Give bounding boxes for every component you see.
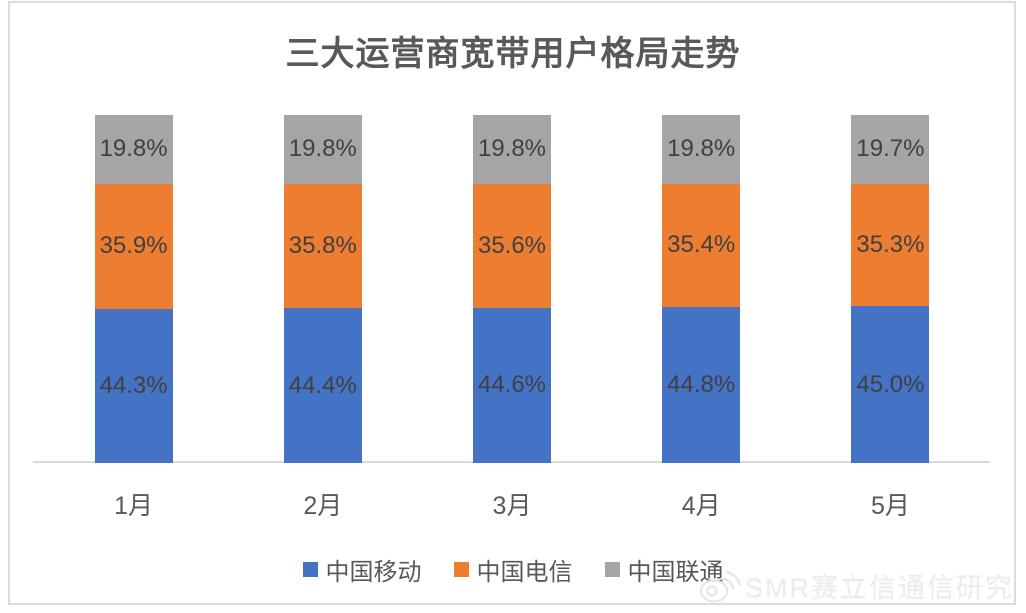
bar-segment-label: 35.4%	[667, 231, 736, 259]
legend-item-china-unicom: 中国联通	[604, 552, 724, 587]
bar-segment-china-unicom: 19.8%	[283, 115, 362, 184]
bar-segment-china-telecom: 35.9%	[94, 183, 173, 309]
bar-column-month-3: 19.8% 35.6% 44.6%	[417, 115, 606, 463]
bar-segment-label: 19.8%	[288, 135, 357, 163]
bar-segment-label: 19.7%	[856, 135, 925, 163]
bar-stack: 19.8% 35.9% 44.3%	[94, 115, 173, 463]
bar-segment-label: 35.6%	[477, 231, 547, 259]
bar-segment-label: 44.6%	[477, 371, 547, 399]
bar-segment-china-telecom: 35.6%	[473, 183, 551, 308]
bar-segment-china-mobile: 45.0%	[851, 306, 930, 463]
bar-segment-label: 19.8%	[99, 135, 168, 163]
legend-item-china-telecom: 中国电信	[453, 552, 573, 587]
legend: 中国移动 中国电信 中国联通	[0, 552, 1026, 587]
bar-column-month-4: 19.8% 35.4% 44.8%	[607, 115, 796, 463]
legend-swatch-china-telecom	[453, 562, 469, 577]
bar-segment-label: 35.9%	[99, 232, 168, 260]
bar-segment-label: 35.3%	[856, 230, 925, 258]
x-axis-label: 4月	[681, 492, 721, 520]
bar-segment-china-mobile: 44.8%	[662, 307, 741, 463]
bar-segment-china-telecom: 35.3%	[851, 183, 930, 307]
bar-segment-china-mobile: 44.4%	[283, 308, 362, 463]
bar-segment-label: 44.3%	[99, 371, 168, 399]
legend-swatch-china-unicom	[604, 562, 620, 577]
bar-segment-china-telecom: 35.8%	[283, 183, 362, 309]
x-axis-label: 5月	[870, 492, 910, 520]
bar-segment-china-unicom: 19.8%	[473, 115, 551, 184]
bar-column-month-2: 19.8% 35.8% 44.4%	[228, 115, 417, 463]
bar-segment-china-telecom: 35.4%	[662, 183, 741, 308]
bar-segment-china-unicom: 19.8%	[94, 115, 173, 184]
bar-stack: 19.8% 35.6% 44.6%	[473, 115, 551, 463]
x-axis-label: 1月	[114, 492, 154, 520]
bars-container: 19.8% 35.9% 44.3% 19.8% 35.8% 44.4% 19.8% 35.6%…	[39, 115, 985, 463]
bar-stack: 19.8% 35.8% 44.4%	[283, 115, 362, 463]
bar-segment-china-unicom: 19.7%	[851, 115, 930, 184]
x-axis-label: 3月	[492, 492, 532, 520]
bar-segment-label: 44.8%	[667, 371, 736, 399]
legend-swatch-china-mobile	[302, 562, 318, 577]
bar-segment-china-unicom: 19.8%	[662, 115, 741, 184]
legend-label: 中国联通	[627, 559, 724, 586]
bar-segment-label: 44.4%	[288, 371, 357, 399]
x-axis-label: 2月	[303, 492, 343, 520]
bar-segment-china-mobile: 44.3%	[94, 308, 173, 463]
bar-stack: 19.8% 35.4% 44.8%	[662, 115, 741, 463]
bar-stack: 19.7% 35.3% 45.0%	[851, 115, 930, 463]
x-axis-labels: 1月 2月 3月 4月 5月	[39, 486, 985, 522]
legend-label: 中国电信	[476, 559, 573, 586]
legend-label: 中国移动	[325, 559, 422, 586]
bar-column-month-5: 19.7% 35.3% 45.0%	[796, 115, 985, 463]
bar-segment-label: 19.8%	[477, 135, 547, 163]
plot-area: 19.8% 35.9% 44.3% 19.8% 35.8% 44.4% 19.8% 35.6%…	[39, 115, 985, 463]
chart-title: 三大运营商宽带用户格局走势	[285, 35, 741, 73]
legend-item-china-mobile: 中国移动	[302, 552, 422, 587]
bar-segment-china-mobile: 44.6%	[473, 307, 551, 463]
bar-column-month-1: 19.8% 35.9% 44.3%	[39, 115, 228, 463]
bar-segment-label: 19.8%	[667, 135, 736, 163]
bar-segment-label: 35.8%	[288, 232, 357, 260]
bar-segment-label: 45.0%	[856, 370, 925, 398]
